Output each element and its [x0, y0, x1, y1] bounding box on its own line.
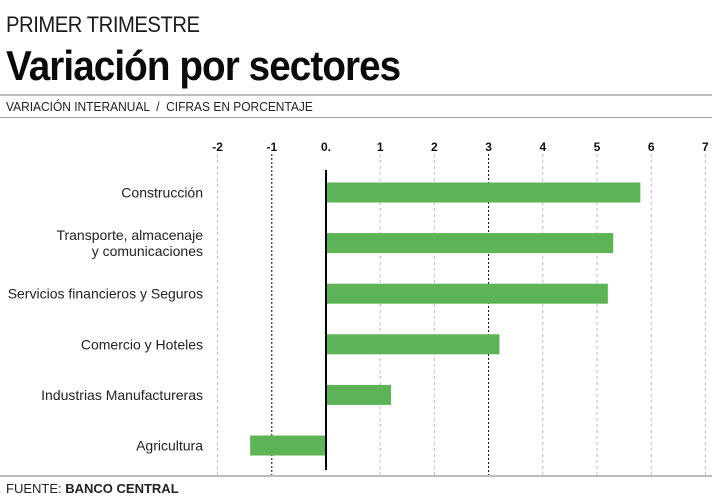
subtitle-divider — [0, 117, 712, 118]
title-divider — [0, 94, 712, 96]
chart-title: Variación por sectores — [6, 42, 401, 89]
category-label: Comercio y Hoteles — [81, 336, 203, 352]
chart-subtitle: VARIACIÓN INTERANUAL / CIFRAS EN PORCENT… — [6, 99, 313, 114]
x-tick-label: 5 — [594, 140, 601, 154]
x-tick-label: 2 — [431, 140, 438, 154]
bar-chart: -2 -1 0. 1 2 3 4 5 6 7 Construcción Transporte, al… — [8, 140, 709, 475]
x-tick-label: 3 — [485, 140, 492, 154]
bar — [326, 233, 614, 254]
x-tick-label: 7 — [702, 140, 709, 154]
x-tick-label: -2 — [212, 140, 223, 154]
x-tick-label: 1 — [377, 140, 384, 154]
footer-divider — [0, 475, 712, 477]
x-tick-label: 4 — [539, 140, 546, 154]
source-label: FUENTE: — [6, 481, 62, 496]
bar — [250, 435, 326, 456]
category-label: Servicios financieros y Seguros — [8, 286, 203, 302]
category-label: y comunicaciones — [92, 243, 203, 259]
category-label: Construcción — [121, 185, 203, 201]
source-note: FUENTE: BANCO CENTRAL — [6, 481, 179, 496]
source-name: BANCO CENTRAL — [65, 481, 179, 496]
bar — [326, 384, 392, 405]
x-tick-label: 0. — [321, 140, 331, 154]
bars — [250, 182, 641, 456]
bar — [326, 182, 641, 203]
x-tick-label: 6 — [648, 140, 655, 154]
bar — [326, 283, 608, 304]
x-axis-ticks: -2 -1 0. 1 2 3 4 5 6 7 — [212, 140, 709, 154]
chart-kicker: PRIMER TRIMESTRE — [6, 12, 200, 37]
category-label: Industrias Manufactureras — [41, 387, 203, 403]
x-tick-label: -1 — [266, 140, 277, 154]
gridlines — [217, 154, 706, 475]
category-label: Agricultura — [136, 438, 203, 454]
category-label: Transporte, almacenaje — [56, 227, 203, 243]
bar — [326, 334, 500, 355]
